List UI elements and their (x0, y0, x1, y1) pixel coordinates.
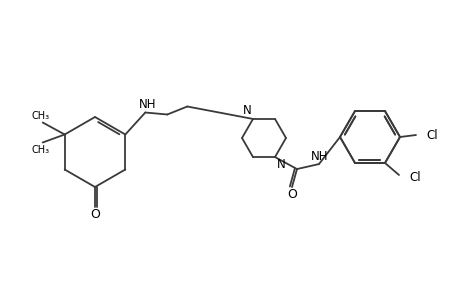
Text: O: O (286, 188, 297, 201)
Text: N: N (276, 158, 285, 171)
Text: CH₃: CH₃ (32, 110, 50, 121)
Text: O: O (90, 208, 100, 220)
Text: NH: NH (138, 98, 156, 111)
Text: NH: NH (311, 150, 328, 163)
Text: Cl: Cl (408, 172, 420, 184)
Text: N: N (242, 104, 251, 117)
Text: CH₃: CH₃ (32, 145, 50, 154)
Text: Cl: Cl (425, 128, 437, 142)
